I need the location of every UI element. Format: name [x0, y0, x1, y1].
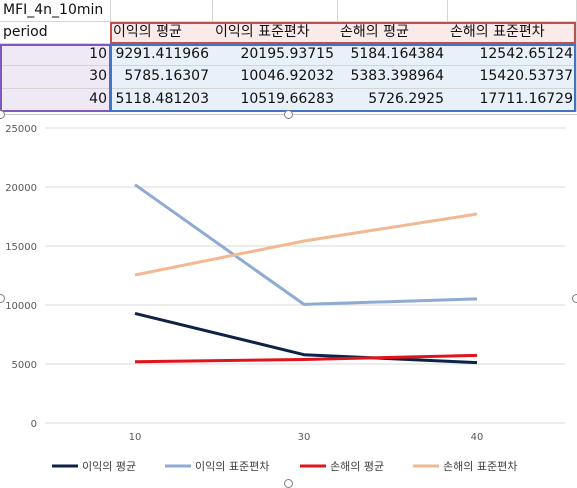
- data-cell[interactable]: 5118.481203: [110, 89, 213, 112]
- data-cell[interactable]: 9291.411966: [110, 44, 213, 66]
- cell-a1[interactable]: MFI_4n_10min: [0, 0, 111, 22]
- spreadsheet-grid: MFI_4n_10min period 이익의 평균 이익의 표준편차 손해의 …: [0, 0, 577, 118]
- column-header-cell[interactable]: 손해의 표준편차: [447, 22, 577, 44]
- period-cell[interactable]: 30: [0, 66, 111, 89]
- data-cell[interactable]: 5785.16307: [110, 66, 213, 89]
- resize-handle-top-left[interactable]: [0, 110, 5, 119]
- legend-label: 손해의 표준편차: [443, 459, 517, 473]
- legend-label: 이익의 평균: [82, 460, 136, 473]
- data-cell[interactable]: 20195.93715: [212, 44, 338, 66]
- data-cell[interactable]: 17711.16729: [447, 89, 577, 112]
- x-tick-label: 30: [298, 432, 311, 443]
- y-tick-label: 15000: [5, 242, 37, 253]
- data-cell[interactable]: 10046.92032: [212, 66, 338, 89]
- x-tick-label: 40: [471, 432, 484, 443]
- period-cell[interactable]: 40: [0, 89, 111, 112]
- column-header-cell[interactable]: 손해의 평균: [337, 22, 448, 44]
- legend-label: 손해의 평균: [330, 459, 384, 473]
- data-cell[interactable]: 5383.398964: [337, 66, 448, 89]
- line-chart[interactable]: 0 5000 10000 15000 20000 25000 10 30 40 이익의 평균 이익의…: [0, 110, 577, 488]
- series-line: [134, 353, 478, 364]
- series-line: [134, 311, 478, 365]
- chart-canvas: 0 5000 10000 15000 20000 25000 10 30 40 이익의 평균 이익의…: [5, 124, 565, 473]
- y-tick-label: 5000: [12, 360, 37, 371]
- data-cell[interactable]: 10519.66283: [212, 89, 338, 112]
- cell-e1[interactable]: [447, 0, 577, 22]
- legend-label: 이익의 표준편차: [195, 460, 269, 473]
- y-tick-label: 0: [31, 419, 37, 430]
- data-cell[interactable]: 12542.65124: [447, 44, 577, 66]
- period-cell[interactable]: 10: [0, 44, 111, 66]
- y-tick-label: 20000: [5, 183, 37, 194]
- column-header-cell[interactable]: 이익의 평균: [110, 22, 213, 44]
- column-header-cell[interactable]: 이익의 표준편차: [212, 22, 338, 44]
- y-tick-label: 10000: [5, 301, 37, 312]
- cell-c1[interactable]: [212, 0, 338, 22]
- resize-handle-middle-left[interactable]: [0, 294, 5, 303]
- resize-handle-middle-right[interactable]: [572, 294, 577, 303]
- y-tick-label: 25000: [5, 124, 37, 135]
- data-cell[interactable]: 15420.53737: [447, 66, 577, 89]
- x-tick-label: 10: [129, 432, 142, 443]
- data-cell[interactable]: 5184.164384: [337, 44, 448, 66]
- cell-a2-period-header[interactable]: period: [0, 22, 111, 44]
- data-cell[interactable]: 5726.2925: [337, 89, 448, 112]
- cell-d1[interactable]: [337, 0, 448, 22]
- series-line: [134, 183, 478, 306]
- cell-b1[interactable]: [110, 0, 213, 22]
- series-line: [134, 212, 478, 277]
- resize-handle-top-middle[interactable]: [284, 110, 293, 119]
